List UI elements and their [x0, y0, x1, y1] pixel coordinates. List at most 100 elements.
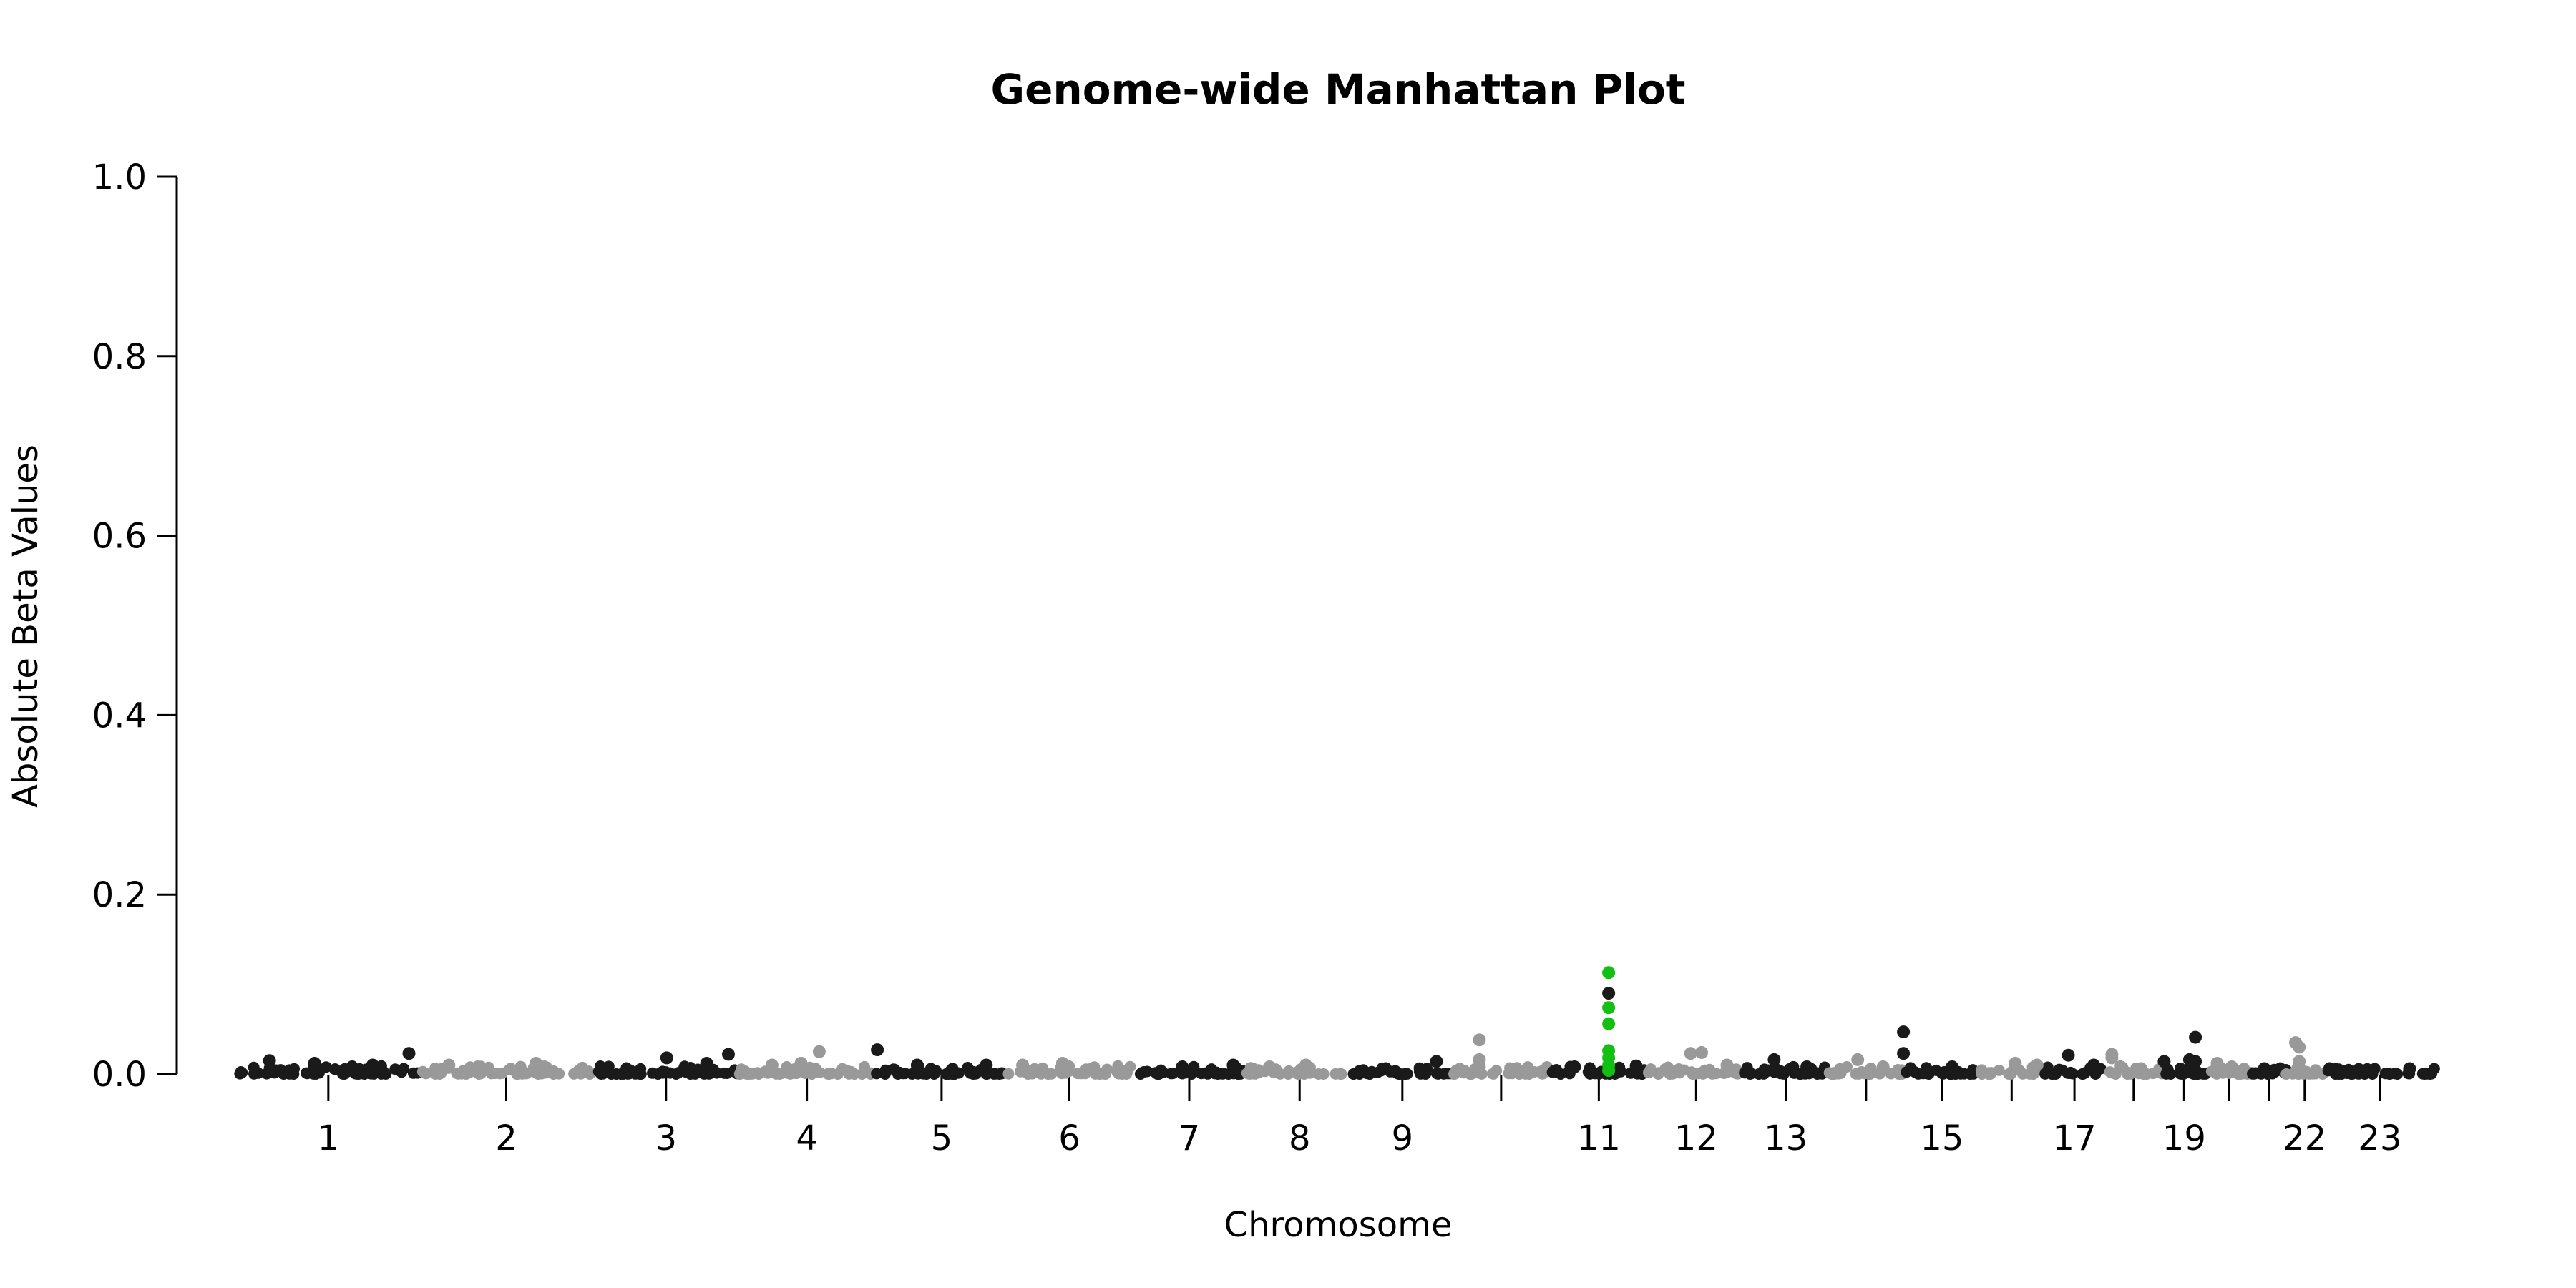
point-background	[1762, 1065, 1775, 1077]
x-tick-label: 7	[1179, 1118, 1201, 1158]
point-background	[809, 1063, 821, 1075]
x-tick-label: 8	[1289, 1118, 1311, 1158]
point-background	[1744, 1068, 1756, 1080]
point-background	[234, 1068, 246, 1080]
point-background	[1775, 1065, 1787, 1077]
point	[1602, 987, 1616, 1000]
point-background	[1918, 1068, 1931, 1080]
point-background	[2308, 1068, 2321, 1080]
y-tick-label: 0.4	[92, 696, 147, 736]
point-background	[879, 1064, 892, 1076]
point-background	[416, 1065, 429, 1078]
point-background	[584, 1068, 596, 1080]
point-background	[1448, 1068, 1460, 1080]
point	[2134, 1062, 2147, 1075]
x-tick-label: 2	[495, 1118, 517, 1158]
point	[2293, 1040, 2306, 1054]
point-background	[2384, 1068, 2396, 1080]
point	[530, 1057, 543, 1070]
point-background	[1983, 1068, 1994, 1080]
point	[1379, 1062, 1392, 1075]
point-background	[741, 1068, 753, 1080]
point	[1946, 1060, 1959, 1073]
point-background	[678, 1060, 691, 1073]
point	[1767, 1053, 1781, 1066]
point	[2403, 1062, 2416, 1075]
point	[308, 1057, 321, 1070]
point-background	[1167, 1068, 1179, 1080]
point-background	[652, 1068, 664, 1080]
point-highlight	[1602, 1064, 1616, 1077]
point	[2293, 1055, 2306, 1068]
point-background	[540, 1061, 552, 1073]
point	[1473, 1060, 1486, 1073]
point	[442, 1058, 456, 1072]
point-background	[2368, 1063, 2381, 1075]
point-highlight	[1602, 1001, 1616, 1015]
point-background	[1432, 1068, 1444, 1080]
point-background	[2077, 1068, 2089, 1080]
point-background	[2046, 1068, 2059, 1080]
point	[980, 1058, 993, 1072]
point-background	[2057, 1064, 2069, 1076]
point-highlight	[1602, 1017, 1616, 1030]
point	[1684, 1047, 1697, 1060]
point-background	[1151, 1068, 1163, 1080]
x-tick-label: 5	[931, 1118, 953, 1158]
point	[1897, 1047, 1911, 1060]
point-background	[485, 1068, 497, 1080]
point-background	[751, 1067, 763, 1079]
point-background	[1088, 1061, 1101, 1073]
point	[1897, 1025, 1911, 1039]
point-background	[1905, 1062, 1917, 1074]
point-background	[1504, 1062, 1516, 1074]
x-tick-label: 23	[2358, 1118, 2401, 1158]
point	[366, 1058, 379, 1072]
point-background	[1729, 1066, 1741, 1078]
point-background	[1330, 1068, 1342, 1080]
point-background	[1364, 1068, 1376, 1080]
y-tick-label: 0.0	[92, 1055, 147, 1095]
point	[2157, 1055, 2171, 1068]
point	[2225, 1060, 2238, 1073]
point-background	[664, 1067, 676, 1079]
x-tick-label: 3	[655, 1118, 677, 1158]
point-background	[1523, 1068, 1535, 1080]
y-axis: 0.0 0.2 0.4 0.6 0.8 1.0	[92, 157, 178, 1095]
point	[1263, 1060, 1277, 1073]
x-tick-label: 11	[1577, 1118, 1621, 1158]
point	[1851, 1053, 1865, 1066]
point-background	[1217, 1068, 1229, 1080]
point-background	[1652, 1068, 1664, 1080]
x-tick-label: 4	[796, 1118, 818, 1158]
point	[2105, 1051, 2119, 1065]
point-background	[1546, 1066, 1558, 1078]
point	[1430, 1055, 1443, 1068]
point-background	[2162, 1066, 2174, 1078]
point	[2258, 1062, 2271, 1075]
point-background	[721, 1068, 733, 1079]
point-background	[1488, 1068, 1500, 1080]
point-background	[845, 1067, 857, 1078]
point-background	[605, 1068, 618, 1080]
point	[2352, 1063, 2366, 1076]
point-background	[2104, 1066, 2116, 1078]
x-tick-label: 6	[1058, 1118, 1080, 1158]
point-background	[990, 1068, 1002, 1080]
point-background	[504, 1063, 517, 1075]
chart-title: Genome-wide Manhattan Plot	[990, 65, 1685, 114]
point	[1629, 1059, 1643, 1073]
point-background	[2424, 1068, 2436, 1080]
point-highlight	[1602, 966, 1616, 980]
point-background	[1413, 1062, 1425, 1074]
x-tick-label: 19	[2162, 1118, 2206, 1158]
point-background	[1204, 1065, 1216, 1076]
point	[2062, 1048, 2075, 1062]
point-background	[592, 1065, 605, 1078]
point	[794, 1057, 808, 1070]
point-background	[2190, 1068, 2202, 1080]
point	[1016, 1058, 1030, 1072]
point-background	[2003, 1068, 2015, 1080]
point-background	[306, 1068, 318, 1080]
